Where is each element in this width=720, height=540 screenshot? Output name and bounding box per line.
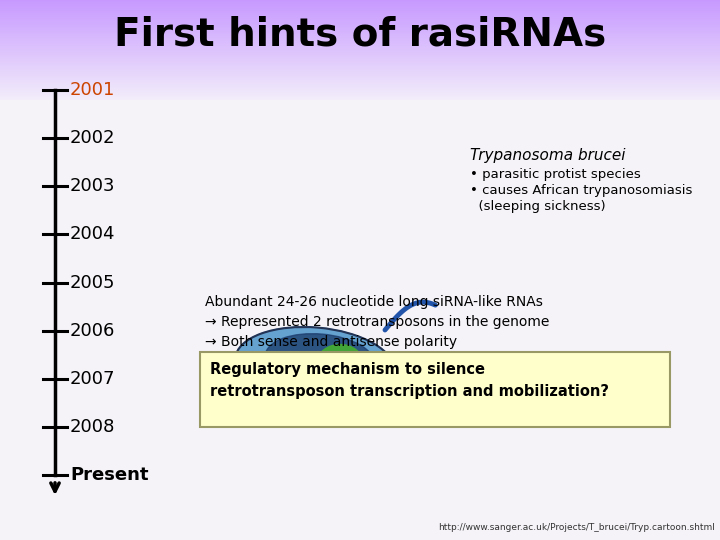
Text: Present: Present [70, 466, 148, 484]
Ellipse shape [318, 345, 362, 380]
FancyBboxPatch shape [200, 352, 670, 427]
Text: 2006: 2006 [70, 322, 115, 340]
Text: First hints of rasiRNAs: First hints of rasiRNAs [114, 16, 606, 54]
Text: 2004: 2004 [70, 225, 115, 244]
Text: (sleeping sickness): (sleeping sickness) [470, 200, 606, 213]
Text: Trypanosoma brucei: Trypanosoma brucei [470, 148, 626, 163]
Text: 2008: 2008 [70, 418, 115, 436]
Ellipse shape [265, 334, 375, 386]
Ellipse shape [279, 353, 301, 371]
Text: → Represented 2 retrotransposons in the genome: → Represented 2 retrotransposons in the … [205, 315, 549, 329]
Text: • parasitic protist species: • parasitic protist species [470, 168, 641, 181]
Text: 2002: 2002 [70, 129, 115, 147]
Text: → Both sense and antisense polarity: → Both sense and antisense polarity [205, 335, 457, 349]
Text: Abundant 24-26 nucleotide long siRNA-like RNAs: Abundant 24-26 nucleotide long siRNA-lik… [205, 295, 543, 309]
Text: • causes African trypanosomiasis: • causes African trypanosomiasis [470, 184, 693, 197]
Text: 2003: 2003 [70, 177, 115, 195]
Bar [0, 100, 720, 540]
Text: 2001: 2001 [70, 81, 115, 99]
Text: 2005: 2005 [70, 273, 115, 292]
Text: Regulatory mechanism to silence
retrotransposon transcription and mobilization?: Regulatory mechanism to silence retrotra… [210, 362, 609, 399]
Ellipse shape [288, 357, 362, 389]
Text: http://www.sanger.ac.uk/Projects/T_brucei/Tryp.cartoon.shtml: http://www.sanger.ac.uk/Projects/T_bruce… [438, 523, 715, 532]
Ellipse shape [235, 327, 395, 403]
Text: 2007: 2007 [70, 370, 115, 388]
